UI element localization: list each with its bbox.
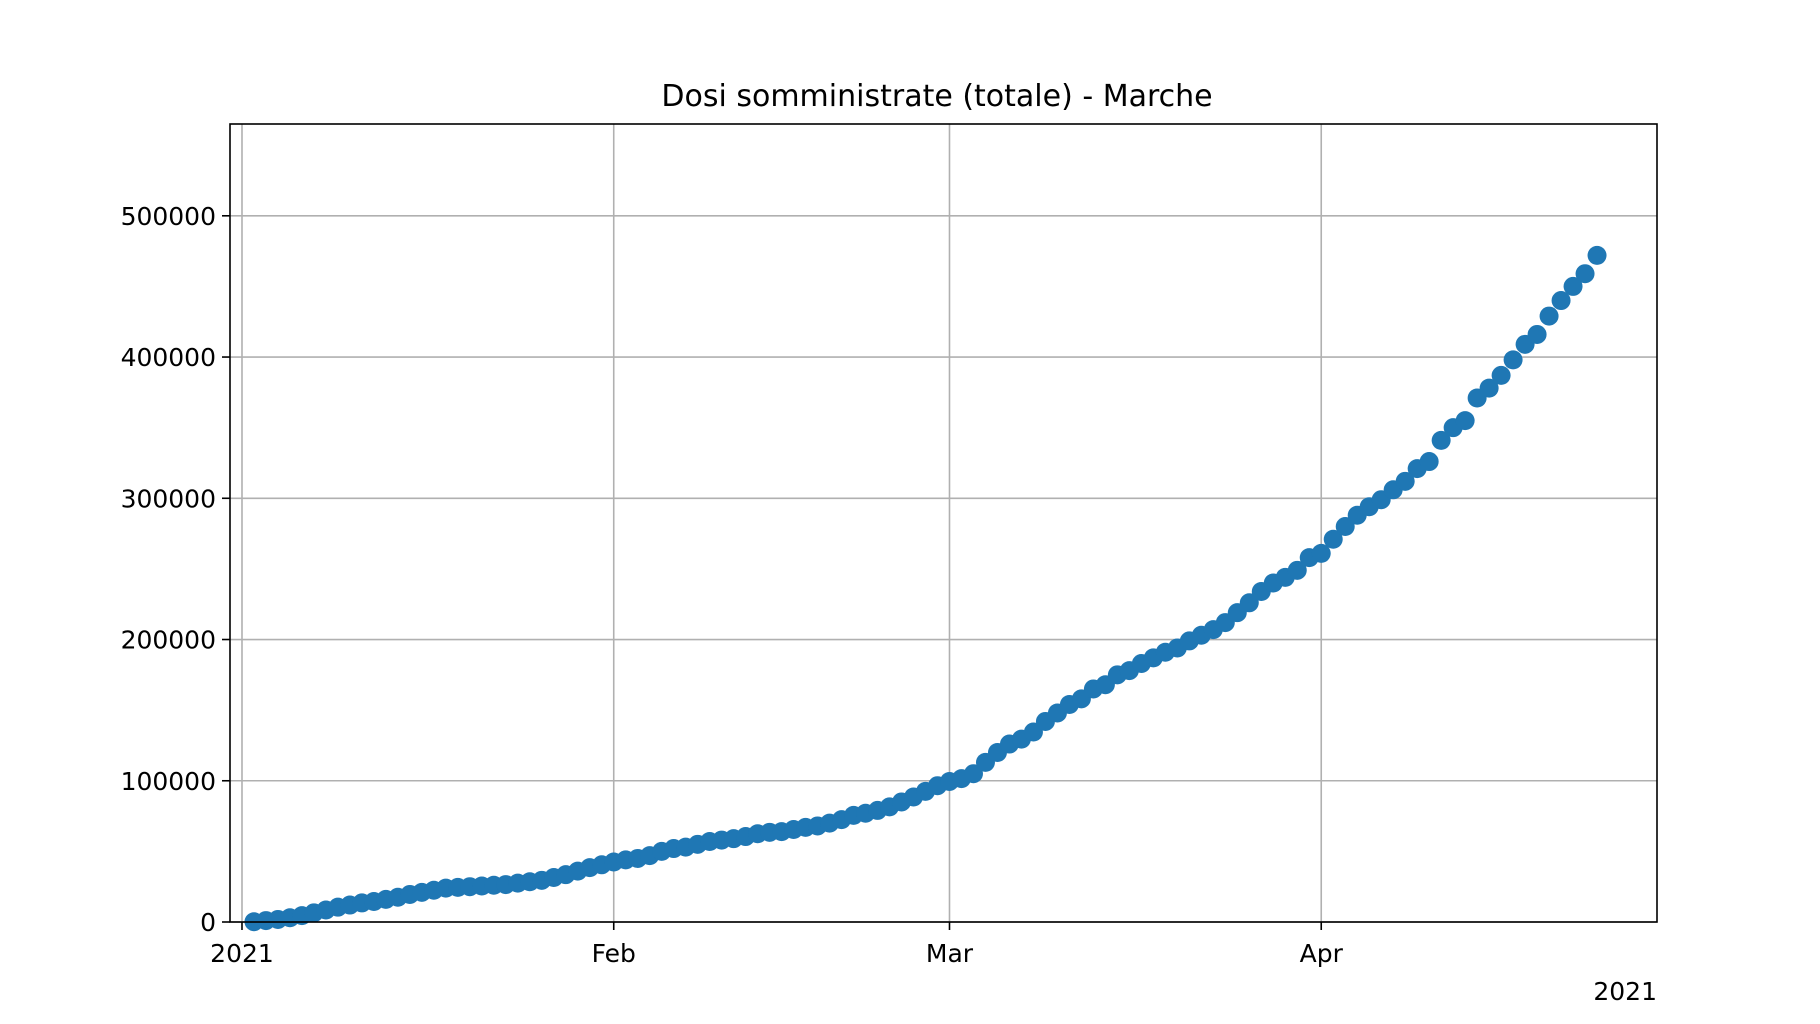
data-point xyxy=(1287,560,1307,580)
data-point xyxy=(1419,452,1439,472)
data-point xyxy=(1323,529,1343,549)
data-point xyxy=(1503,350,1523,370)
data-point xyxy=(1431,430,1451,450)
data-point xyxy=(1551,291,1571,311)
x-tick-label: Apr xyxy=(1300,939,1344,968)
x-tick-label: Mar xyxy=(926,939,974,968)
data-point xyxy=(1491,365,1511,385)
data-point xyxy=(1575,264,1595,284)
data-point xyxy=(1455,411,1475,431)
y-tick-label: 500000 xyxy=(121,202,216,231)
chart-title: Dosi somministrate (totale) - Marche xyxy=(661,79,1212,114)
data-point xyxy=(1539,306,1559,326)
data-point xyxy=(1527,324,1547,344)
data-points xyxy=(244,245,1607,932)
y-tick-label: 0 xyxy=(200,908,216,937)
y-tick-label: 200000 xyxy=(121,626,216,655)
data-point xyxy=(1479,378,1499,398)
x-tick-label: 2021 xyxy=(210,939,274,968)
data-point xyxy=(1563,276,1583,296)
plot-area-frame xyxy=(229,123,1658,923)
x-axis-offset-label: 2021 xyxy=(1593,977,1657,1006)
data-point xyxy=(1587,245,1607,265)
y-tick-label: 300000 xyxy=(121,484,216,513)
x-tick-label: Feb xyxy=(592,939,636,968)
data-point xyxy=(1335,517,1355,537)
data-point xyxy=(1311,543,1331,563)
axis-ticks: 2021 Feb Mar Apr 0 100000 200000 300000 400000 50… xyxy=(121,202,1344,968)
data-point xyxy=(1239,593,1259,613)
data-point xyxy=(963,764,983,784)
data-point xyxy=(1395,471,1415,491)
y-tick-label: 100000 xyxy=(121,767,216,796)
y-tick-label: 400000 xyxy=(121,343,216,372)
